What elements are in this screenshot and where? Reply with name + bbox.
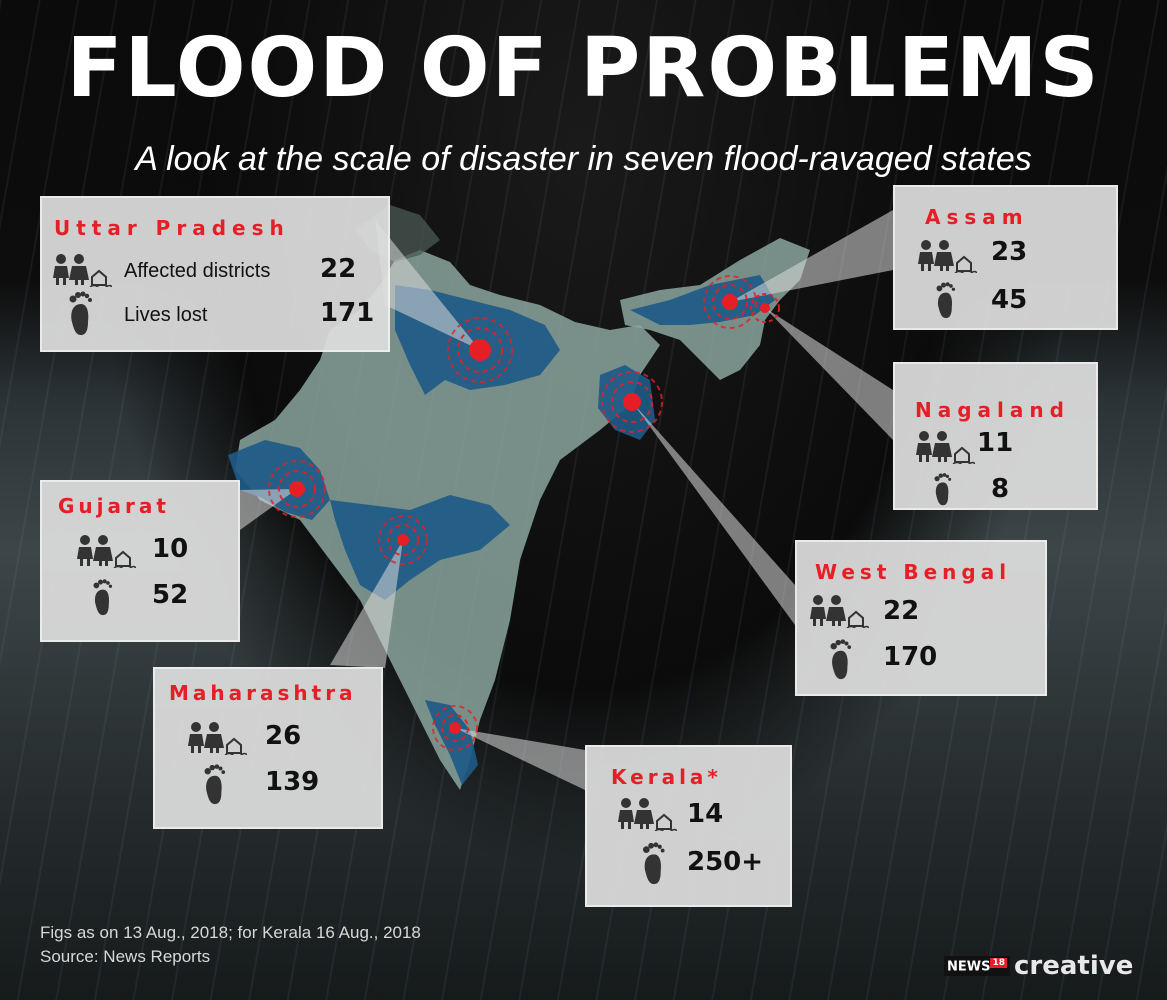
maharashtra-callout [330,540,403,668]
state-name: Gujarat [58,494,170,518]
card-maharashtra: Maharashtra 26 139 [153,667,383,829]
people-house-icon [618,798,677,831]
districts-value: 22 [883,596,920,626]
up-marker [447,317,513,383]
up-callout [375,220,480,350]
kerala-marker [432,705,478,751]
lives-value: 52 [152,580,189,610]
card-gujarat: Gujarat 10 52 [40,480,240,642]
card-uttar-pradesh: Uttar Pradesh Affected districts 22 Live… [40,196,390,352]
footprint-icon [69,291,92,335]
assam-callout [730,210,893,302]
lives-value: 171 [320,298,375,328]
card-west-bengal: West Bengal 22 170 [795,540,1047,696]
gujarat-marker [268,460,326,518]
footprint-icon [204,764,226,805]
state-name: Nagaland [915,398,1070,422]
footprint-icon [643,842,665,885]
wb-callout [632,402,795,625]
districts-value: 11 [977,428,1014,458]
nagaland-marker [750,293,780,323]
assam-flood-area [630,275,775,325]
state-name: West Bengal [815,560,1012,584]
card-kerala: Kerala* 14 250+ [585,745,792,907]
date-note: Figs as on 13 Aug., 2018; for Kerala 16 … [40,923,421,942]
footprint-icon [934,473,952,506]
brand-logo: NEWS 18 creative [944,950,1133,982]
maharashtra-marker [378,515,428,565]
footprint-icon [830,639,852,680]
creative-wordmark: creative [1014,951,1134,981]
districts-value: 22 [320,254,357,284]
maharashtra-flood-area [330,495,510,600]
districts-value: 23 [991,237,1028,267]
lives-value: 45 [991,285,1028,315]
wb-marker [601,371,663,433]
state-name: Assam [925,205,1029,229]
footprint-icon [936,282,956,319]
lives-value: 8 [991,474,1010,504]
lives-value: 170 [883,642,938,672]
footprint-icon [93,579,113,616]
districts-value: 10 [152,534,189,564]
nagaland-callout [765,308,893,440]
state-name: Kerala* [611,765,722,789]
lives-label: Lives lost [124,304,208,326]
gujarat-flood-area [228,440,330,520]
kerala-flood-area [425,700,478,785]
people-house-icon [916,431,975,464]
people-house-icon [810,595,869,628]
card-nagaland: Nagaland 11 8 [893,362,1098,510]
state-name: Maharashtra [169,681,357,705]
page-subtitle: A look at the scale of disaster in seven… [135,140,1032,178]
source-note: Source: News Reports [40,947,211,966]
kerala-callout [455,728,585,790]
page-title: FLOOD OF PROBLEMS [66,21,1101,116]
lives-value: 139 [265,767,320,797]
people-house-icon [53,254,112,287]
lives-value: 250+ [687,847,764,877]
districts-value: 14 [687,799,724,829]
people-house-icon [188,722,247,755]
people-house-icon [918,240,977,273]
card-assam: Assam 23 45 [893,185,1118,330]
districts-value: 26 [265,721,302,751]
assam-marker [703,275,757,329]
gujarat-callout [240,489,297,530]
state-name: Uttar Pradesh [54,216,290,240]
people-house-icon [77,535,136,568]
districts-label: Affected districts [124,260,271,282]
footer-notes: Figs as on 13 Aug., 2018; for Kerala 16 … [40,921,421,969]
news18-logo: NEWS 18 [944,955,1010,977]
